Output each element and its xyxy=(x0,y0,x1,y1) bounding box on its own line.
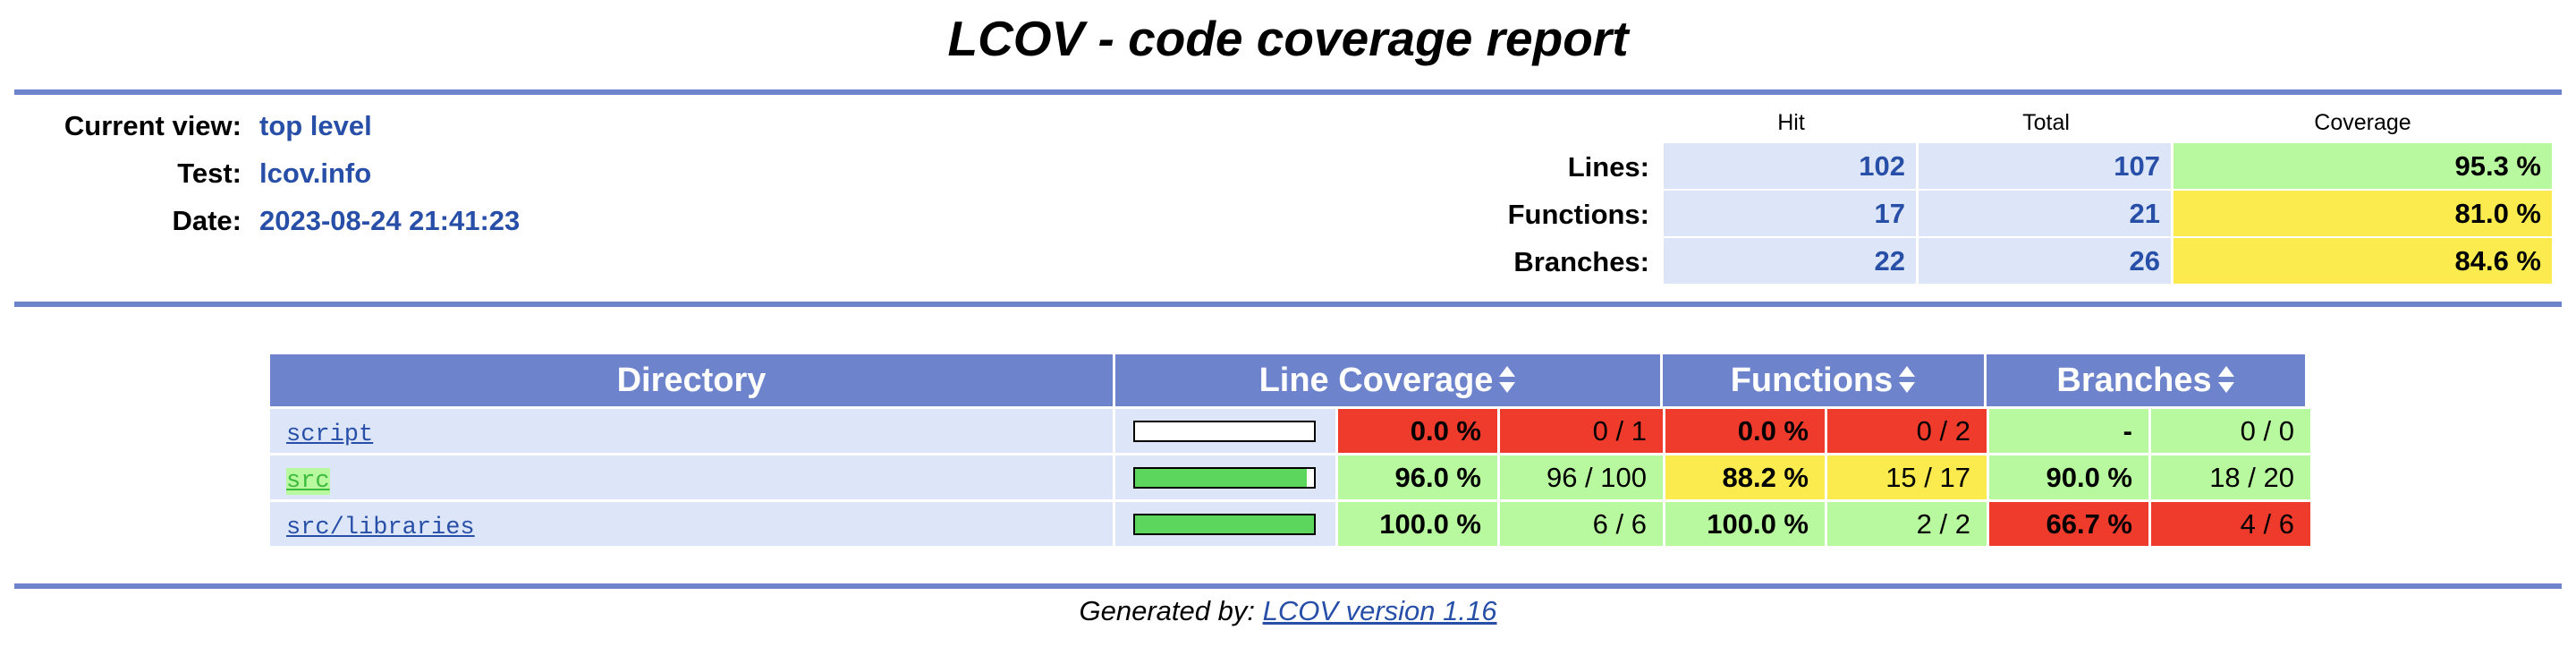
header-line-coverage[interactable]: Line Coverage xyxy=(1115,354,1660,406)
line-coverage-count: 0 / 1 xyxy=(1500,409,1663,453)
coverage-bar-cell xyxy=(1115,409,1335,453)
directory-link[interactable]: src xyxy=(286,468,330,495)
line-coverage-count: 96 / 100 xyxy=(1500,455,1663,499)
function-coverage-percent: 0.0 % xyxy=(1665,409,1825,453)
branch-coverage-count: 18 / 20 xyxy=(2151,455,2310,499)
coverage-bar xyxy=(1133,467,1316,489)
footer: Generated by: LCOV version 1.16 xyxy=(0,595,2576,627)
summary-header: Hit Total Coverage xyxy=(1422,102,2555,143)
summary-row: Functions: 17 21 81.0 % xyxy=(1422,191,2555,238)
branch-coverage-count: 4 / 6 xyxy=(2151,502,2310,546)
header-branches-label: Branches xyxy=(2056,362,2212,399)
directory-cell: src/libraries xyxy=(270,502,1113,546)
summary-hit-value: 22 xyxy=(1664,238,1916,284)
coverage-bar-cell xyxy=(1115,502,1335,546)
directory-link[interactable]: script xyxy=(286,421,374,448)
table-row: src 96.0 % 96 / 100 88.2 % 15 / 17 90.0 % 18 /… xyxy=(270,455,2313,499)
coverage-bar xyxy=(1133,421,1316,442)
summary-head-hit: Hit xyxy=(1777,109,1805,135)
summary-head-coverage: Coverage xyxy=(2314,109,2411,135)
function-coverage-percent: 88.2 % xyxy=(1665,455,1825,499)
header-directory[interactable]: Directory xyxy=(270,354,1113,406)
coverage-summary: Hit Total Coverage Lines: 102 107 95.3 % Fun… xyxy=(1422,102,2555,285)
footer-prefix: Generated by: xyxy=(1079,595,1263,626)
bottom-divider xyxy=(14,583,2562,589)
sort-updown-icon[interactable] xyxy=(2217,364,2235,395)
function-coverage-percent: 100.0 % xyxy=(1665,502,1825,546)
summary-total-value: 107 xyxy=(1919,143,2171,189)
summary-total-value: 26 xyxy=(1919,238,2171,284)
report-info: Current view: top level Test: lcov.info … xyxy=(14,102,640,244)
summary-coverage-value: 84.6 % xyxy=(2174,238,2552,284)
coverage-bar xyxy=(1133,514,1316,535)
table-row: src/libraries 100.0 % 6 / 6 100.0 % 2 / 2 66.… xyxy=(270,502,2313,546)
current-view-row: Current view: top level xyxy=(14,102,640,149)
top-divider xyxy=(14,89,2562,95)
lcov-version-link[interactable]: LCOV version 1.16 xyxy=(1262,595,1497,626)
summary-hit-value: 102 xyxy=(1664,143,1916,189)
test-label: Test: xyxy=(177,157,242,189)
summary-hit-value: 17 xyxy=(1664,191,1916,236)
current-view-value: top level xyxy=(259,109,372,141)
sort-updown-icon[interactable] xyxy=(1898,364,1916,395)
header-functions-label: Functions xyxy=(1730,362,1894,399)
test-row: Test: lcov.info xyxy=(14,149,640,197)
directory-link[interactable]: src/libraries xyxy=(286,515,475,541)
line-coverage-count: 6 / 6 xyxy=(1500,502,1663,546)
header-line-coverage-label: Line Coverage xyxy=(1258,362,1494,399)
summary-rows: Lines: 102 107 95.3 % Functions: 17 21 81.0 % Br… xyxy=(1422,143,2555,285)
line-coverage-percent: 0.0 % xyxy=(1338,409,1497,453)
summary-row: Lines: 102 107 95.3 % xyxy=(1422,143,2555,191)
branch-coverage-percent: 66.7 % xyxy=(1989,502,2148,546)
summary-coverage-value: 95.3 % xyxy=(2174,143,2552,189)
line-coverage-percent: 100.0 % xyxy=(1338,502,1497,546)
summary-row: Branches: 22 26 84.6 % xyxy=(1422,238,2555,285)
table-body: script 0.0 % 0 / 1 0.0 % 0 / 2-0 / 0 src 96.0 … xyxy=(270,409,2313,546)
header-branches[interactable]: Branches xyxy=(1987,354,2305,406)
coverage-bar-cell xyxy=(1115,455,1335,499)
date-label: Date: xyxy=(172,204,242,236)
header-directory-label: Directory xyxy=(616,362,767,399)
summary-row-label: Lines: xyxy=(1567,151,1649,183)
summary-total-value: 21 xyxy=(1919,191,2171,236)
table-header: Directory Line Coverage Functions Branch… xyxy=(270,354,2313,406)
header-functions[interactable]: Functions xyxy=(1663,354,1984,406)
coverage-bar-fill xyxy=(1135,515,1314,533)
directory-cell: src xyxy=(270,455,1113,499)
date-value: 2023-08-24 21:41:23 xyxy=(259,204,521,236)
summary-row-label: Functions: xyxy=(1507,199,1649,230)
directory-table: Directory Line Coverage Functions Branch… xyxy=(270,354,2313,546)
branch-coverage-count: 0 / 0 xyxy=(2151,409,2310,453)
coverage-bar-fill xyxy=(1135,469,1307,487)
page-title: LCOV - code coverage report xyxy=(947,11,1629,66)
function-coverage-count: 15 / 17 xyxy=(1827,455,1987,499)
summary-head-total: Total xyxy=(2022,109,2070,135)
summary-coverage-value: 81.0 % xyxy=(2174,191,2552,236)
sort-updown-icon[interactable] xyxy=(1498,364,1516,395)
middle-divider xyxy=(14,302,2562,307)
branch-coverage-percent: - xyxy=(1989,409,2148,453)
summary-row-label: Branches: xyxy=(1513,246,1649,277)
line-coverage-percent: 96.0 % xyxy=(1338,455,1497,499)
table-row: script 0.0 % 0 / 1 0.0 % 0 / 2-0 / 0 xyxy=(270,409,2313,453)
branch-coverage-percent: 90.0 % xyxy=(1989,455,2148,499)
function-coverage-count: 0 / 2 xyxy=(1827,409,1987,453)
current-view-label: Current view: xyxy=(64,109,242,141)
directory-cell: script xyxy=(270,409,1113,453)
function-coverage-count: 2 / 2 xyxy=(1827,502,1987,546)
date-row: Date: 2023-08-24 21:41:23 xyxy=(14,197,640,244)
test-value: lcov.info xyxy=(259,157,372,189)
